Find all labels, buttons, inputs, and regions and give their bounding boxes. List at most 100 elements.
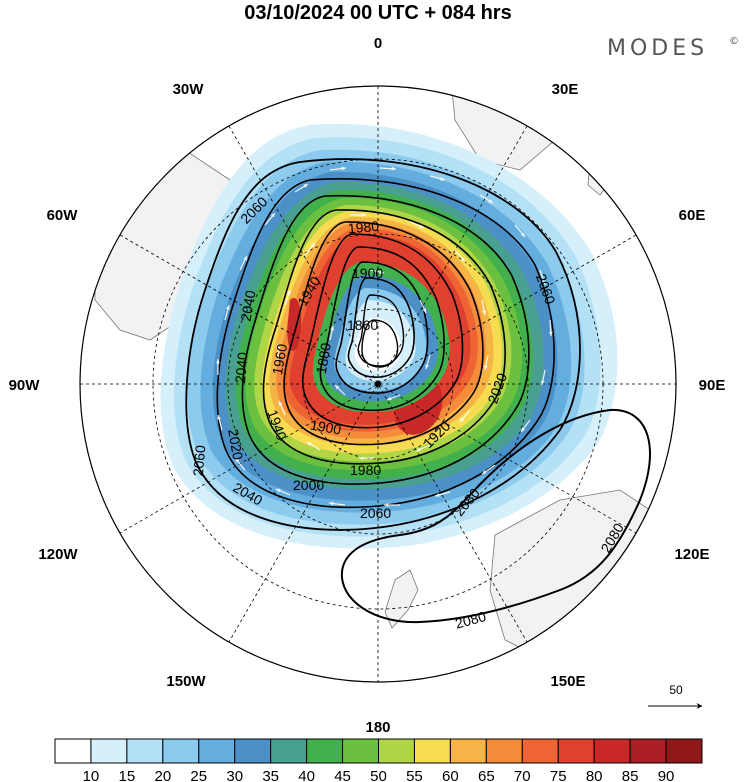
map-title: 03/10/2024 00 UTC + 084 hrs [244, 2, 511, 24]
contour-1940 [319, 246, 445, 412]
colorbar-label: 35 [262, 768, 279, 782]
contour-label: 2060 [360, 505, 391, 521]
colorbar-swatch [270, 738, 308, 764]
colorbar-label: 50 [370, 768, 387, 782]
colorbar-label: 60 [442, 768, 459, 782]
vector [379, 166, 397, 171]
contour-2020 [241, 194, 530, 485]
contour-label: 2040 [237, 289, 258, 323]
longitude-labels: 0 30E 60E 90E 120E 150E 180 150W 120W 90… [9, 35, 726, 736]
vector [275, 488, 291, 496]
contour-label: 2020 [225, 428, 246, 462]
colorbar-swatch [198, 738, 236, 764]
colorbar-label: 90 [658, 768, 675, 782]
colorbar-label: 75 [550, 768, 567, 782]
colorbar-label: 20 [154, 768, 171, 782]
vector [217, 414, 223, 431]
lon-label-60e: 60E [679, 207, 706, 224]
colorbar-label: 65 [478, 768, 495, 782]
lon-label-180: 180 [365, 719, 390, 736]
colorbar-swatch [90, 738, 128, 764]
colorbar-swatch [521, 738, 559, 764]
contour-label: 1960 [269, 342, 290, 376]
colorbar-swatch [665, 738, 703, 764]
vector [329, 325, 334, 341]
vector [548, 319, 553, 337]
pole-marker [375, 381, 381, 387]
vector [334, 384, 346, 396]
lon-label-120e: 120E [674, 546, 709, 563]
vector [306, 441, 321, 451]
colorbar-swatch [485, 738, 523, 764]
vector [479, 194, 494, 204]
map-outline-dashed [79, 85, 677, 683]
new-zealand-land [384, 569, 419, 629]
colorbar-label: 30 [226, 768, 243, 782]
colorbar: 10 15 20 25 30 35 40 45 50 55 60 65 70 75 80 85 90 [54, 738, 703, 782]
contour-label: 2000 [293, 477, 324, 493]
vector [304, 242, 316, 256]
brand-mark: © [729, 36, 739, 47]
contour-label: 2080 [453, 608, 487, 632]
vector [329, 166, 347, 171]
vector [540, 369, 546, 386]
colorbar-label: 85 [622, 768, 639, 782]
contour-2040 [216, 178, 555, 509]
colorbar-label: 80 [586, 768, 603, 782]
colorbar-swatch [126, 738, 164, 764]
vector [328, 501, 346, 506]
height-contours [185, 158, 651, 624]
contour-label: 1900 [309, 417, 343, 438]
colorbar-label: 55 [406, 768, 423, 782]
colorbar-label: 10 [83, 768, 100, 782]
vector [425, 354, 431, 370]
lon-label-60w: 60W [47, 207, 79, 224]
vector [434, 491, 451, 497]
vector [539, 269, 546, 286]
vector [481, 464, 496, 475]
contour-1880 [357, 294, 405, 367]
lon-label-150w: 150W [166, 673, 206, 690]
lon-label-90w: 90W [9, 377, 41, 394]
vector [239, 255, 248, 271]
vector [294, 183, 309, 193]
vector [429, 175, 446, 181]
colorbar-label: 25 [190, 768, 207, 782]
contour-1980 [283, 221, 484, 446]
colorbar-swatch [234, 738, 272, 764]
colorbar-swatch [342, 738, 379, 764]
contour-2060 [185, 158, 581, 531]
vector [454, 249, 466, 263]
colorbar-label: 70 [514, 768, 531, 782]
colorbar-label: 45 [334, 768, 351, 782]
contour-1960 [301, 233, 464, 429]
vector [483, 354, 489, 371]
vector [369, 269, 385, 274]
contour-label: 2040 [232, 351, 251, 384]
lon-label-120w: 120W [38, 546, 78, 563]
colorbar-swatch [449, 738, 487, 764]
contour-2000 [262, 209, 506, 465]
lon-label-150e: 150E [550, 673, 585, 690]
vector [284, 289, 291, 306]
vector [459, 409, 471, 423]
contour-label: 1900 [352, 265, 383, 281]
lon-label-90e: 90E [699, 377, 726, 394]
brand-logo: MODES [607, 36, 708, 61]
vector [419, 299, 427, 314]
contour-label: 1880 [313, 341, 334, 375]
colorbar-swatch [306, 738, 344, 764]
vector [520, 419, 531, 433]
lon-label-30w: 30W [173, 81, 205, 98]
contour-label: 1860 [347, 317, 378, 333]
contour-label: 1980 [347, 218, 380, 237]
vector [409, 221, 425, 229]
vector [514, 224, 526, 238]
vector [481, 299, 487, 316]
colorbar-swatch [54, 738, 92, 764]
colorbar-swatch [378, 738, 415, 764]
colorbar-swatch [629, 738, 667, 764]
colorbar-swatch [593, 738, 631, 764]
